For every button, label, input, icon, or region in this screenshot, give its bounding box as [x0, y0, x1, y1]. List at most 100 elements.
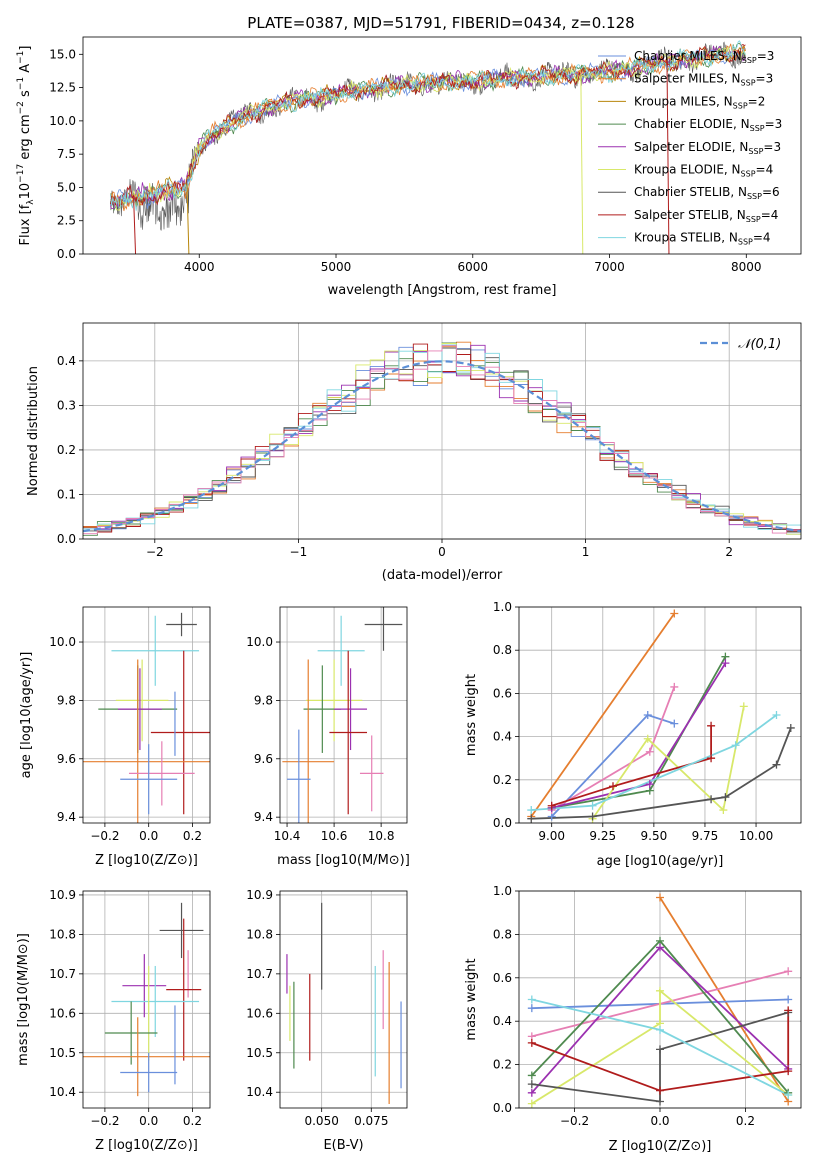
weight-marker	[609, 782, 617, 791]
legend-label: Chabrier MILES, NSSP=3	[634, 49, 774, 65]
x-tick-label: 0.0	[139, 1114, 158, 1128]
panel-age_vs_mass: 10.4 10.6 10.8 9.4 9.6 9.8 10.0 mass [log10(M/M…	[246, 606, 410, 868]
y-tick-label: 10.5	[49, 1046, 76, 1060]
axes-frame	[82, 36, 802, 255]
weight-line-c7	[551, 725, 712, 807]
y-tick-label: 10.6	[246, 1006, 273, 1020]
weight-marker	[645, 747, 654, 756]
axes-frame	[279, 606, 408, 824]
y-tick-label: 10.9	[246, 888, 273, 902]
x-axis-label: mass [log10(M/M⊙)]	[277, 853, 410, 868]
y-tick-label: 0.2	[57, 443, 76, 457]
y-tick-label: 12.5	[49, 81, 76, 95]
legend-label: 𝒩(0,1)	[738, 337, 781, 352]
y-tick-label: 0.6	[493, 971, 512, 985]
legend-label-text: =3	[763, 140, 781, 154]
spectrum-c5	[110, 46, 746, 211]
y-tick-label: 0.3	[57, 398, 76, 412]
axes-frame	[518, 890, 802, 1109]
legend-label: Chabrier STELIB, NSSP=6	[634, 185, 780, 201]
y-axis-label: age [log10(age/yr)]	[19, 652, 34, 779]
y-axis-label: Normed distribution	[26, 366, 41, 496]
y-tick-label: 0.8	[493, 643, 512, 657]
legend-label-text: =3	[756, 72, 774, 86]
legend-label: Kroupa MILES, NSSP=2	[634, 94, 765, 110]
weight-marker	[670, 682, 679, 691]
y-axis-label: mass weight	[464, 958, 479, 1040]
legend-label: Salpeter STELIB, NSSP=4	[634, 208, 778, 224]
x-axis-label: (data-model)/error	[382, 568, 503, 583]
weight-marker	[707, 721, 716, 730]
x-axis-label: Z [log10(Z/Z⊙)]	[609, 1139, 712, 1154]
panel-spectrum: 4000 5000 6000 7000 8000 0.0 2.5 5.0 7.5 10.0 12.5…	[16, 36, 802, 298]
plot-area	[531, 897, 790, 1105]
legend-label-text: =4	[756, 163, 774, 177]
weight-marker	[547, 801, 556, 810]
weight-marker	[527, 1080, 536, 1089]
axes-frame	[82, 890, 211, 1109]
legend-label-sub: SSP	[733, 101, 748, 110]
axes-frame	[518, 606, 802, 824]
y-tick-label: 10.0	[246, 635, 273, 649]
y-tick-label: 10.0	[49, 635, 76, 649]
weight-marker	[656, 1086, 664, 1095]
x-tick-label: 7000	[594, 260, 625, 274]
weight-marker	[670, 609, 679, 618]
weight-line-c1	[530, 612, 676, 818]
weight-marker	[656, 986, 664, 995]
legend-label-text: Kroupa STELIB, N	[634, 231, 738, 245]
legend-label-text: =4	[761, 208, 779, 222]
legend-label-text: Chabrier MILES, N	[634, 49, 742, 63]
y-tick-label: 9.6	[57, 752, 76, 766]
legend-label-sub: SSP	[747, 192, 762, 201]
x-tick-label: −0.2	[90, 1114, 119, 1128]
legend-label-sub: SSP	[741, 170, 756, 179]
weight-marker	[719, 806, 728, 815]
weight-line-c7	[531, 1010, 790, 1092]
y-tick-label: 10.7	[49, 967, 76, 981]
histogram-c9	[83, 345, 801, 535]
weight-marker	[784, 1090, 793, 1099]
x-tick-label: 0.2	[183, 1114, 202, 1128]
figure-title: PLATE=0387, MJD=51791, FIBERID=0434, z=0…	[247, 14, 634, 32]
legend-label-text: Chabrier ELODIE, N	[634, 117, 750, 131]
weight-marker	[527, 1038, 536, 1047]
x-tick-label: 0.2	[183, 829, 202, 843]
x-tick-label: 0.0	[650, 1114, 669, 1128]
x-axis-label: Z [log10(Z/Z⊙)]	[95, 853, 198, 868]
y-axis-label-part: −17	[16, 164, 26, 183]
y-tick-label: 10.6	[49, 1006, 76, 1020]
x-tick-label: 10.6	[321, 829, 348, 843]
x-tick-label: −0.2	[560, 1114, 589, 1128]
y-tick-label: 10.4	[246, 1085, 273, 1099]
y-tick-label: 5.0	[57, 180, 76, 194]
weight-marker	[786, 723, 795, 732]
legend-label-text: Kroupa MILES, N	[634, 94, 733, 108]
y-axis-label-part: 10	[18, 183, 33, 200]
legend-label-text: Salpeter ELODIE, N	[634, 140, 748, 154]
axes-frame	[82, 606, 211, 824]
legend-label-text: Salpeter MILES, N	[634, 72, 741, 86]
x-axis-label: wavelength [Angstrom, rest frame]	[328, 283, 557, 298]
spectrum-dropout	[133, 197, 137, 254]
legend-label-text: =3	[757, 49, 775, 63]
x-tick-label: 0.050	[304, 1114, 338, 1128]
y-axis-label-part: erg cm	[18, 114, 33, 163]
y-axis-label-part: Flux [f	[18, 204, 33, 245]
x-tick-label: 0.075	[354, 1114, 388, 1128]
x-tick-label: 9.75	[692, 829, 719, 843]
legend-label-text: Salpeter STELIB, N	[634, 208, 746, 222]
x-tick-label: 0	[438, 545, 446, 559]
x-tick-label: 4000	[184, 260, 215, 274]
x-tick-label: −2	[146, 545, 164, 559]
y-tick-label: 10.8	[49, 927, 76, 941]
x-tick-label: 9.25	[589, 829, 616, 843]
y-tick-label: 10.7	[246, 967, 273, 981]
legend: 𝒩(0,1)	[700, 337, 781, 352]
weight-marker	[588, 801, 597, 810]
weight-marker	[731, 741, 740, 750]
y-tick-label: 0.4	[57, 354, 76, 368]
y-tick-label: 0.4	[493, 1014, 512, 1028]
weight-marker	[527, 1088, 536, 1097]
y-tick-label: 0.2	[493, 773, 512, 787]
